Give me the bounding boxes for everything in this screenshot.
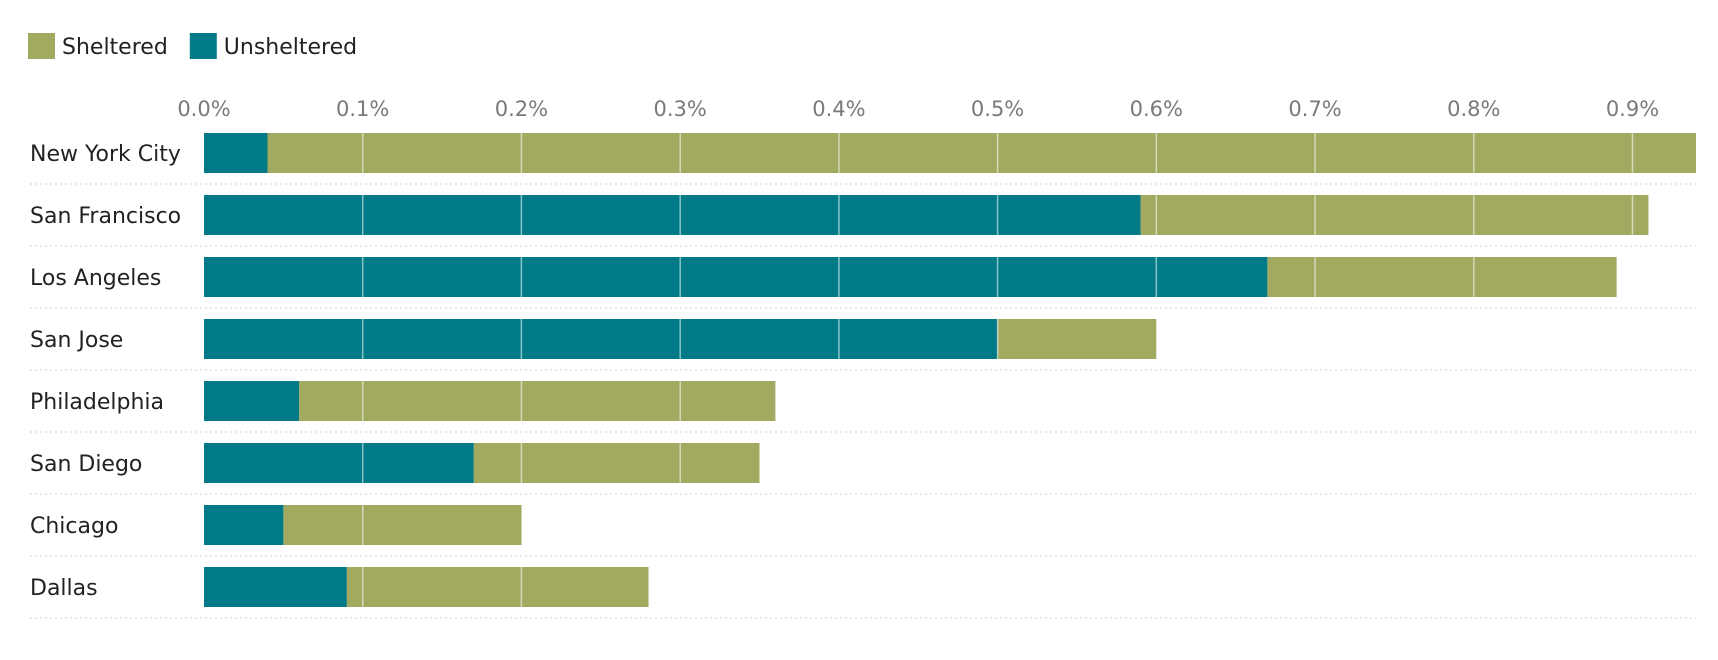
category-label: San Francisco xyxy=(30,204,181,229)
x-tick-label: 0.5% xyxy=(971,97,1024,121)
bar-unsheltered-dallas xyxy=(204,567,347,607)
bar-sheltered-san-diego xyxy=(473,443,760,483)
x-tick-label: 0.8% xyxy=(1447,97,1500,121)
category-label: Chicago xyxy=(30,514,118,539)
x-axis-ticks: 0.0% 0.1% 0.2% 0.3% 0.4% 0.5% 0.6% 0.7% 0.8% 0.9% xyxy=(177,97,1659,121)
bar-sheltered-philadelphia xyxy=(299,381,776,421)
bar-unsheltered-philadelphia xyxy=(204,381,300,421)
x-tick-label: 0.2% xyxy=(495,97,548,121)
category-labels: New York City San Francisco Los Angeles San… xyxy=(30,142,181,601)
x-tick-label: 0.6% xyxy=(1130,97,1183,121)
category-label: Dallas xyxy=(30,576,98,601)
bar-unsheltered-san-jose xyxy=(204,319,998,359)
bar-sheltered-new-york-city xyxy=(267,133,1696,173)
legend: Sheltered Unsheltered xyxy=(28,33,357,60)
bar-sheltered-los-angeles xyxy=(1267,257,1617,297)
x-tick-label: 0.7% xyxy=(1288,97,1341,121)
legend-label-unsheltered: Unsheltered xyxy=(224,35,357,60)
bar-unsheltered-san-diego xyxy=(204,443,474,483)
legend-label-sheltered: Sheltered xyxy=(62,35,168,60)
bar-unsheltered-chicago xyxy=(204,505,284,545)
category-label: New York City xyxy=(30,142,181,167)
gridlines xyxy=(361,133,1634,607)
bar-sheltered-chicago xyxy=(283,505,522,545)
category-label: San Jose xyxy=(30,328,123,353)
x-tick-label: 0.0% xyxy=(177,97,230,121)
category-label: Philadelphia xyxy=(30,390,164,415)
bar-unsheltered-new-york-city xyxy=(204,133,268,173)
bars-group xyxy=(204,133,1696,607)
x-tick-label: 0.4% xyxy=(812,97,865,121)
category-label: Los Angeles xyxy=(30,266,161,291)
legend-swatch-sheltered xyxy=(28,33,55,59)
bar-sheltered-dallas xyxy=(346,567,649,607)
x-tick-label: 0.1% xyxy=(336,97,389,121)
bar-unsheltered-san-francisco xyxy=(204,195,1141,235)
bar-sheltered-san-jose xyxy=(997,319,1157,359)
bar-sheltered-san-francisco xyxy=(1140,195,1649,235)
bar-unsheltered-los-angeles xyxy=(204,257,1268,297)
x-tick-label: 0.3% xyxy=(654,97,707,121)
category-label: San Diego xyxy=(30,452,142,477)
x-tick-label: 0.9% xyxy=(1606,97,1659,121)
legend-swatch-unsheltered xyxy=(189,33,217,59)
